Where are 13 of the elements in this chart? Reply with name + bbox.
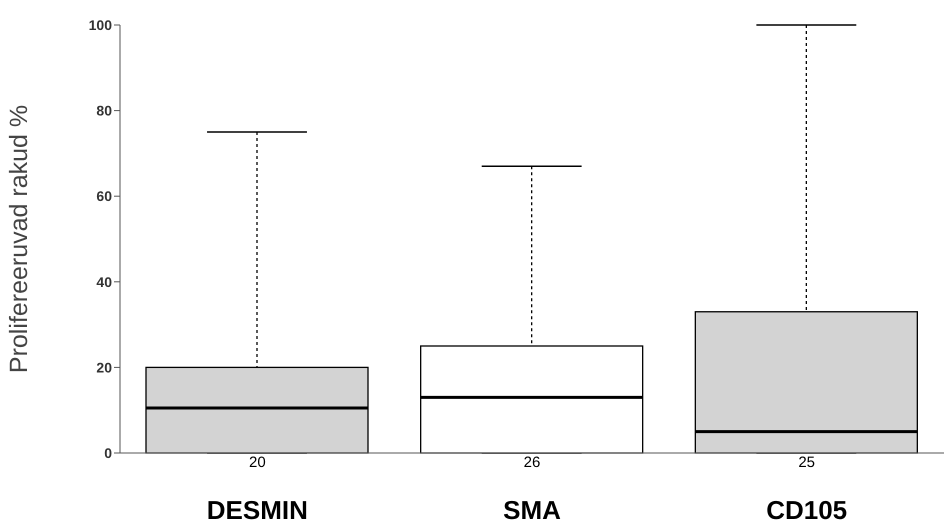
x-tick-label: DESMIN	[206, 495, 308, 525]
x-tick-label: SMA	[503, 495, 562, 525]
text: 20	[248, 454, 266, 471]
y-axis-title: Prolifereeruvad rakud %	[4, 104, 33, 374]
text: 26	[524, 454, 540, 471]
text: 25	[798, 454, 816, 471]
y-tick-label: 20	[96, 359, 112, 376]
y-tick-label: 100	[88, 16, 112, 33]
y-tick-label: 80	[96, 102, 112, 119]
x-tick-label: CD105	[766, 495, 848, 525]
y-tick-label: 40	[96, 274, 112, 290]
y-tick-label: 60	[96, 188, 112, 204]
y-tick-label: 0	[104, 444, 112, 461]
